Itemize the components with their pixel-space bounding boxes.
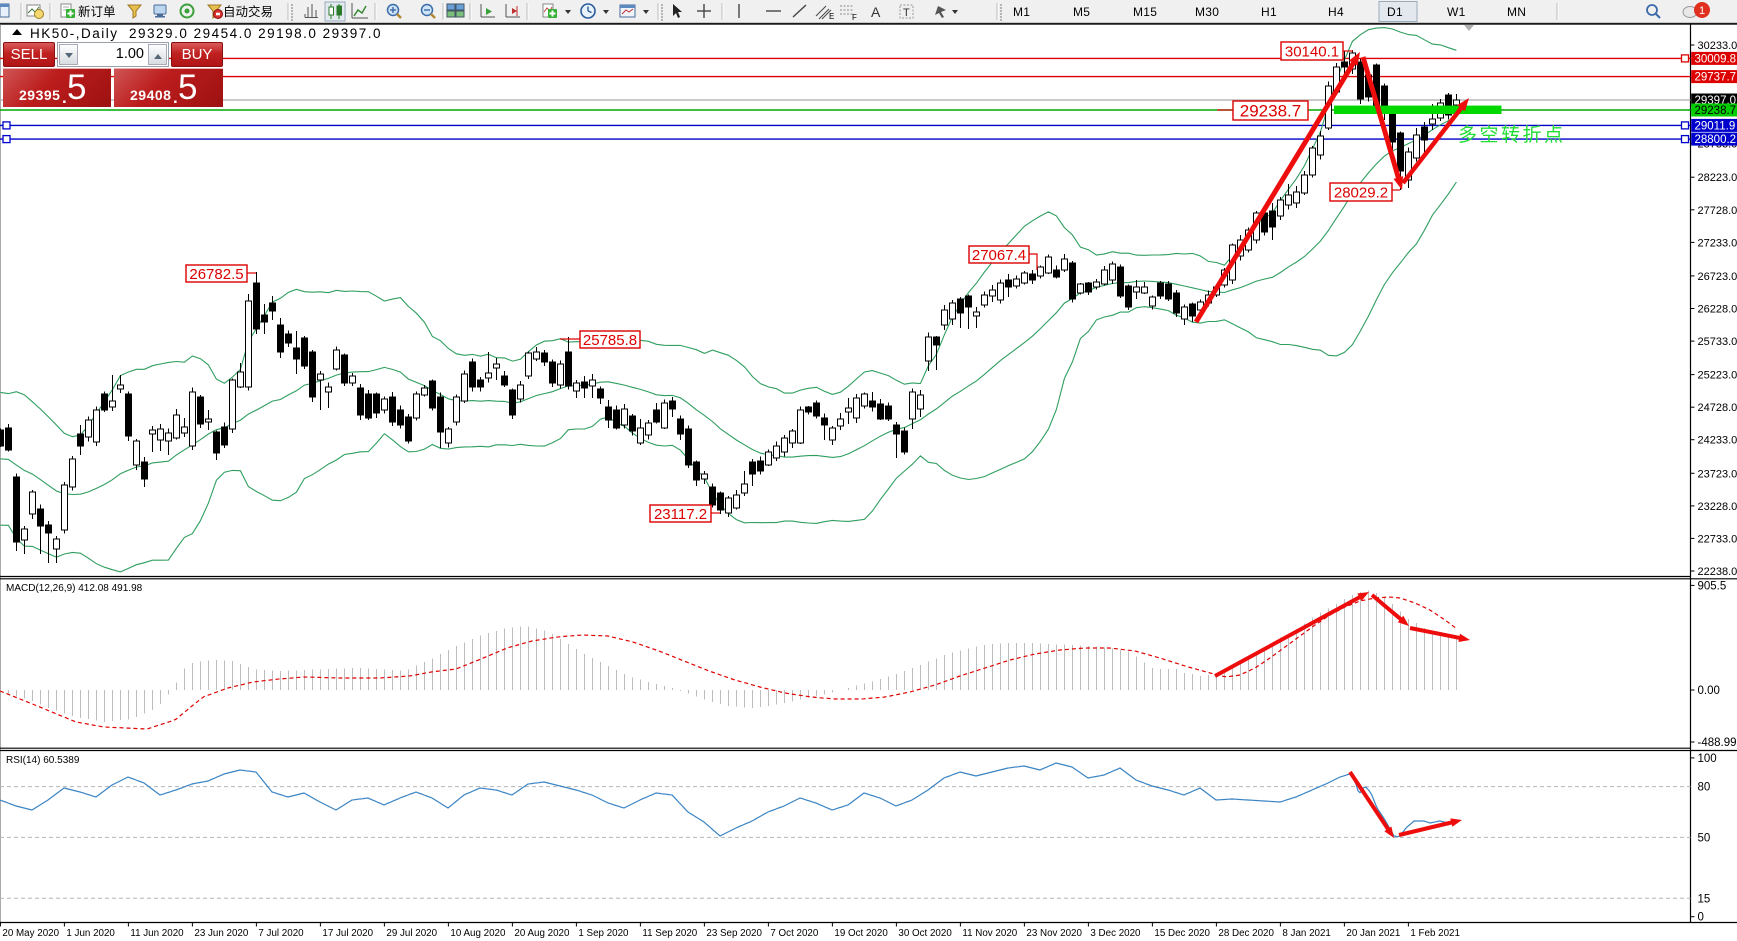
svg-text:0: 0 <box>1698 912 1704 924</box>
svg-text:新订单: 新订单 <box>78 4 116 19</box>
svg-text:29737.7: 29737.7 <box>1695 72 1737 84</box>
svg-text:15 Dec 2020: 15 Dec 2020 <box>1154 928 1210 939</box>
svg-text:23117.2: 23117.2 <box>654 506 707 523</box>
svg-text:H1: H1 <box>1261 5 1277 19</box>
svg-text:T: T <box>903 7 910 19</box>
svg-text:26228.0: 26228.0 <box>1698 304 1737 316</box>
svg-text:HK50-,Daily 29329.0 29454.0 2: HK50-,Daily 29329.0 29454.0 29198.0 2939… <box>30 26 382 41</box>
svg-text:80: 80 <box>1698 782 1711 794</box>
svg-text:10 Aug 2020: 10 Aug 2020 <box>450 928 506 939</box>
svg-text:M15: M15 <box>1133 5 1157 19</box>
svg-text:8 Jan 2021: 8 Jan 2021 <box>1282 928 1330 939</box>
svg-text:24233.0: 24233.0 <box>1698 435 1737 447</box>
svg-text:11 Jun 2020: 11 Jun 2020 <box>130 928 184 939</box>
svg-text:11 Nov 2020: 11 Nov 2020 <box>962 928 1017 939</box>
svg-text:27067.4: 27067.4 <box>972 247 1026 264</box>
svg-text:50: 50 <box>1698 832 1711 844</box>
svg-text:20 Aug 2020: 20 Aug 2020 <box>514 928 570 939</box>
svg-text:M30: M30 <box>1195 5 1219 19</box>
svg-text:M1: M1 <box>1013 5 1030 19</box>
svg-text:22733.0: 22733.0 <box>1698 533 1737 545</box>
svg-text:23 Nov 2020: 23 Nov 2020 <box>1026 928 1082 939</box>
svg-text:26782.5: 26782.5 <box>189 266 243 283</box>
svg-text:23 Jun 2020: 23 Jun 2020 <box>194 928 248 939</box>
svg-text:100: 100 <box>1698 753 1717 765</box>
svg-text:11 Sep 2020: 11 Sep 2020 <box>642 928 697 939</box>
svg-text:25785.8: 25785.8 <box>583 332 637 349</box>
svg-text:23723.0: 23723.0 <box>1698 468 1737 480</box>
svg-text:29238.7: 29238.7 <box>1695 105 1737 117</box>
svg-text:25733.0: 25733.0 <box>1698 336 1737 348</box>
svg-text:-488.99: -488.99 <box>1698 737 1737 749</box>
svg-text:MACD(12,26,9) 412.08 491.98: MACD(12,26,9) 412.08 491.98 <box>6 583 143 594</box>
svg-text:29238.7: 29238.7 <box>1240 102 1301 121</box>
svg-text:F: F <box>852 13 857 22</box>
svg-text:19 Oct 2020: 19 Oct 2020 <box>834 928 888 939</box>
svg-text:28029.2: 28029.2 <box>1334 184 1388 201</box>
svg-text:RSI(14) 60.5389: RSI(14) 60.5389 <box>6 755 80 766</box>
svg-text:27233.0: 27233.0 <box>1698 237 1737 249</box>
svg-text:0.00: 0.00 <box>1698 685 1720 697</box>
svg-text:7 Oct 2020: 7 Oct 2020 <box>770 928 818 939</box>
svg-text:30 Oct 2020: 30 Oct 2020 <box>898 928 952 939</box>
svg-text:20 May 2020: 20 May 2020 <box>2 928 59 939</box>
svg-text:3 Dec 2020: 3 Dec 2020 <box>1090 928 1141 939</box>
svg-text:30140.1: 30140.1 <box>1285 43 1339 60</box>
svg-text:15: 15 <box>1698 893 1711 905</box>
svg-text:23 Sep 2020: 23 Sep 2020 <box>706 928 762 939</box>
svg-text:29 Jul 2020: 29 Jul 2020 <box>386 928 437 939</box>
svg-text:W1: W1 <box>1447 5 1466 19</box>
svg-text:20 Jan 2021: 20 Jan 2021 <box>1346 928 1400 939</box>
svg-text:多空转折点: 多空转折点 <box>1458 124 1563 146</box>
svg-text:D1: D1 <box>1387 5 1403 19</box>
svg-text:905.5: 905.5 <box>1698 580 1727 592</box>
svg-text:MN: MN <box>1507 5 1526 19</box>
svg-text:M5: M5 <box>1073 5 1090 19</box>
svg-text:7 Jul 2020: 7 Jul 2020 <box>258 928 304 939</box>
svg-text:22238.0: 22238.0 <box>1698 566 1737 578</box>
svg-text:25223.0: 25223.0 <box>1698 370 1737 382</box>
svg-text:A: A <box>871 4 881 20</box>
svg-text:27728.0: 27728.0 <box>1698 205 1737 217</box>
svg-text:24728.0: 24728.0 <box>1698 402 1737 414</box>
svg-text:H4: H4 <box>1328 5 1344 19</box>
svg-text:28223.0: 28223.0 <box>1698 172 1737 184</box>
svg-text:28800.2: 28800.2 <box>1695 134 1737 146</box>
svg-text:1 Feb 2021: 1 Feb 2021 <box>1410 928 1460 939</box>
svg-text:1 Sep 2020: 1 Sep 2020 <box>578 928 629 939</box>
svg-text:28 Dec 2020: 28 Dec 2020 <box>1218 928 1274 939</box>
svg-text:30009.8: 30009.8 <box>1695 53 1737 65</box>
svg-text:自动交易: 自动交易 <box>223 4 273 19</box>
svg-text:1 Jun 2020: 1 Jun 2020 <box>66 928 115 939</box>
svg-text:E: E <box>829 12 834 21</box>
svg-text:17 Jul 2020: 17 Jul 2020 <box>322 928 373 939</box>
svg-text:26723.0: 26723.0 <box>1698 271 1737 283</box>
svg-text:23228.0: 23228.0 <box>1698 501 1737 513</box>
svg-text:30233.0: 30233.0 <box>1698 40 1737 52</box>
svg-text:29011.9: 29011.9 <box>1695 120 1736 132</box>
svg-text:1: 1 <box>1699 5 1705 17</box>
